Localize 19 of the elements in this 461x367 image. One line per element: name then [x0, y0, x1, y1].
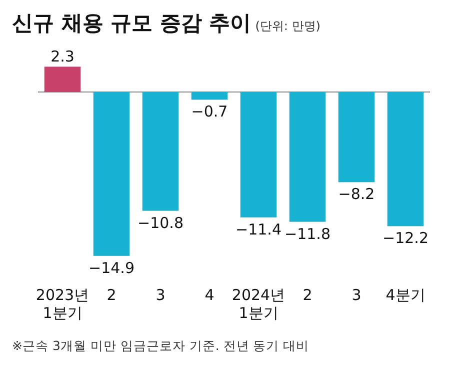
data-label: −14.9 — [88, 258, 134, 277]
data-label: −8.2 — [338, 185, 375, 204]
x-tick-label: 2023년 1분기 — [36, 286, 90, 322]
data-label: −11.8 — [284, 224, 330, 243]
chart-subtitle: (단위: 만명) — [255, 19, 320, 33]
x-tick-label: 2 — [106, 286, 116, 304]
data-label: −0.7 — [191, 102, 228, 121]
text: ※근속 3개월 미만 임금근로자 기준. 전년 동기 대비 — [12, 338, 310, 353]
data-label: −11.4 — [236, 220, 282, 238]
x-tick-label: 4분기 — [386, 286, 426, 304]
x-tick-label: 4 — [204, 286, 214, 304]
chart-title: 신규 채용 규모 증감 추이 — [12, 11, 252, 35]
x-tick-label: 2024년 1분기 — [232, 286, 286, 322]
x-tick-label: 2 — [302, 286, 312, 304]
data-label: 2.3 — [50, 48, 74, 66]
data-label: −12.2 — [382, 229, 428, 248]
data-label: −10.8 — [138, 214, 184, 232]
x-tick-label: 3 — [156, 286, 166, 304]
x-tick-label: 3 — [352, 286, 362, 304]
